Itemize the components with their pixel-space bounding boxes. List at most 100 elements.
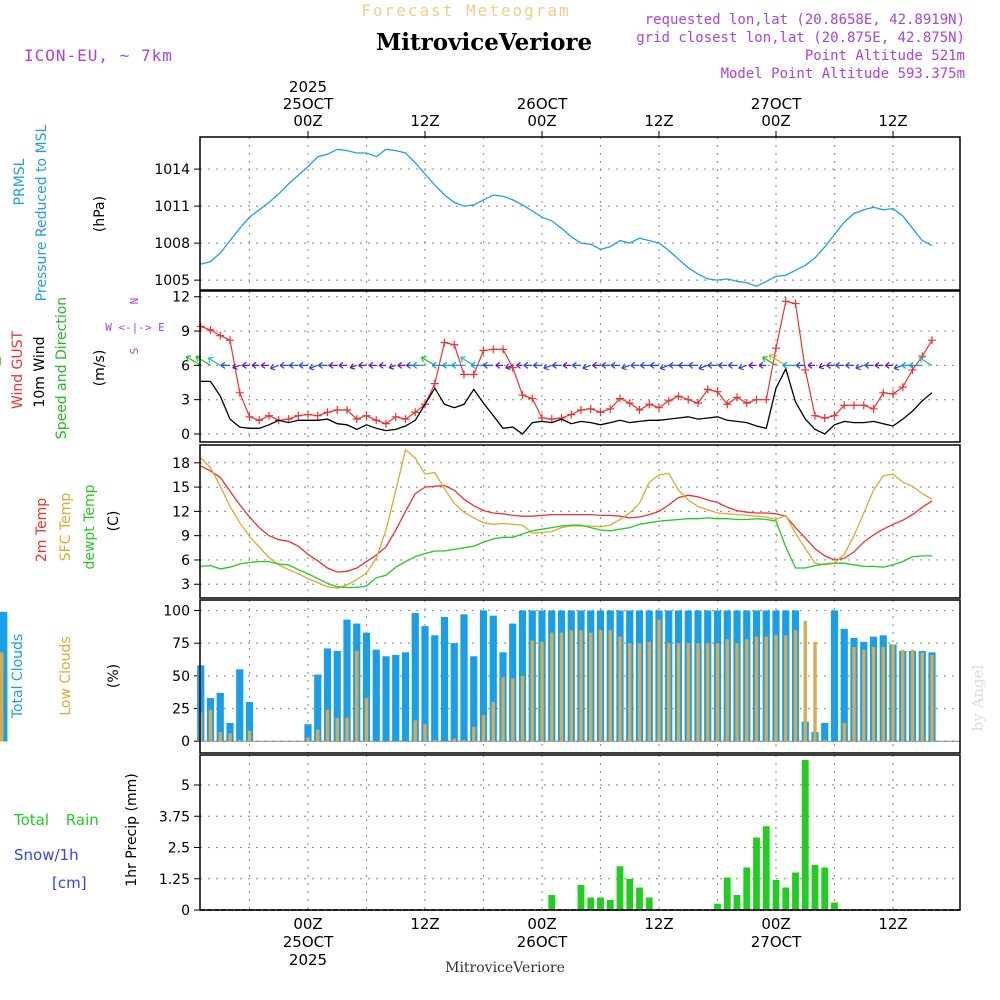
wind-arrow-head	[748, 361, 754, 369]
total-clouds-label: Total Clouds	[10, 634, 26, 719]
y-tick-label: 3.75	[159, 809, 190, 825]
low-cloud-bar	[871, 647, 876, 742]
gust-point	[703, 385, 712, 394]
total-cloud-bar	[323, 648, 332, 742]
gust-point	[235, 388, 244, 397]
wind-arrow-head	[495, 361, 501, 369]
wind-arrow-head	[358, 361, 363, 369]
watermark: by Angel	[969, 664, 987, 731]
rain-bar	[772, 880, 780, 910]
gust-point	[284, 415, 293, 424]
gust-point	[206, 325, 215, 334]
gust-point	[469, 370, 478, 379]
rain-bar	[626, 878, 634, 910]
gust-point	[333, 405, 342, 414]
bottom-axis-label: 12Z	[410, 915, 439, 933]
gust-point	[655, 403, 663, 412]
gust-point	[684, 395, 693, 404]
wind-arrow-head	[241, 361, 247, 369]
total-cloud-bar	[372, 649, 380, 742]
requested-coords: requested lon,lat (20.8658E, 42.8919N)	[645, 12, 965, 28]
low-cloud-bar	[423, 724, 427, 742]
wind-arrow-head	[782, 361, 788, 369]
gust-point	[635, 405, 644, 414]
bottom-axis-label: 00Z	[761, 915, 790, 933]
cloud-panel: 0 25 50 75 100	[0, 600, 960, 753]
wind-direction-arrow	[919, 357, 933, 366]
location-title: MitroviceVeriore	[376, 29, 592, 56]
total-cloud-bar	[460, 614, 468, 742]
y-tick-label: 1008	[154, 236, 190, 252]
wind-arrow-head	[718, 361, 723, 369]
total-cloud-bar	[362, 632, 371, 742]
wind-arrow-head	[908, 361, 914, 369]
percent-unit-label: (%)	[106, 664, 122, 688]
low-cloud-bar	[511, 678, 515, 742]
rain-bar	[714, 903, 721, 910]
rain-bar	[577, 885, 585, 910]
dewpt-temp-label: dewpt Temp	[82, 484, 98, 569]
low-cloud-bar	[247, 730, 252, 742]
wind-arrow-head	[826, 361, 831, 369]
wind-arrow-head	[758, 361, 764, 369]
low-cloud-bar	[901, 649, 905, 742]
bottom-axis-label: 00Z	[527, 915, 556, 933]
wind-direction-arrow	[421, 356, 436, 366]
gust-point	[401, 415, 410, 424]
gust-point	[664, 396, 673, 405]
wind-arrow-head	[768, 354, 775, 360]
series-prmsl	[200, 148, 933, 288]
rain-bar	[645, 897, 653, 910]
gust-point	[362, 411, 371, 420]
gust-point	[723, 400, 732, 409]
y-tick-label: 12	[172, 504, 190, 520]
panels: 1005100810111014036912369121518025507510…	[0, 137, 961, 919]
low-cloud-bar	[764, 636, 768, 742]
closest-coords: grid closest lon,lat (20.875E, 42.875N)	[636, 30, 965, 46]
gust-point	[772, 344, 780, 353]
series-sfc-temp	[200, 448, 933, 589]
prmsl-label: PRMSL	[12, 158, 28, 205]
wind-arrow-head	[505, 363, 511, 370]
low-cloud-bar	[325, 709, 330, 742]
temperature-labels: 2m Temp SFC Temp dewpt Temp (C)	[34, 484, 122, 569]
rain-bar	[597, 897, 604, 910]
wind-arrow-head	[552, 361, 557, 369]
low-cloud-bar	[413, 720, 417, 742]
wind-arrow-head	[533, 361, 538, 369]
rain-bar	[811, 865, 819, 910]
low-cloud-bar	[491, 702, 495, 742]
hpa-unit-label: (hPa)	[92, 196, 108, 232]
low-clouds-label: Low Clouds	[58, 636, 74, 715]
wind-arrow-head	[232, 363, 238, 370]
y-tick-label: 1.25	[159, 872, 190, 888]
low-cloud-bar	[618, 636, 622, 742]
series-dewpt-temp	[200, 517, 932, 589]
low-cloud-bar	[452, 738, 456, 742]
top-axis-label: 00Z	[293, 112, 322, 130]
wind-direction-arrow	[855, 364, 864, 369]
low-cloud-bar	[306, 737, 310, 742]
gust-point	[898, 383, 907, 392]
wind-direction-arrow	[698, 364, 708, 370]
wind-direction-arrow	[621, 364, 630, 369]
rain-bar	[733, 895, 741, 910]
gust-point	[430, 379, 439, 388]
gust-point	[567, 410, 576, 419]
10m-wind-label: 10m Wind	[32, 336, 48, 407]
total-cloud-bar	[421, 626, 429, 742]
low-cloud-bar	[852, 647, 856, 742]
wind-arrow-head	[807, 361, 813, 369]
wind-arrow-head	[318, 361, 323, 369]
low-cloud-bar	[676, 643, 681, 742]
wind-arrow-head	[279, 361, 285, 369]
top-axis-label: 12Z	[878, 112, 907, 130]
gust-point	[586, 404, 595, 413]
low-cloud-bar	[862, 649, 866, 742]
bottom-axis-label: 12Z	[878, 915, 907, 933]
gust-point	[752, 395, 761, 404]
y-tick-label: 18	[172, 456, 190, 472]
